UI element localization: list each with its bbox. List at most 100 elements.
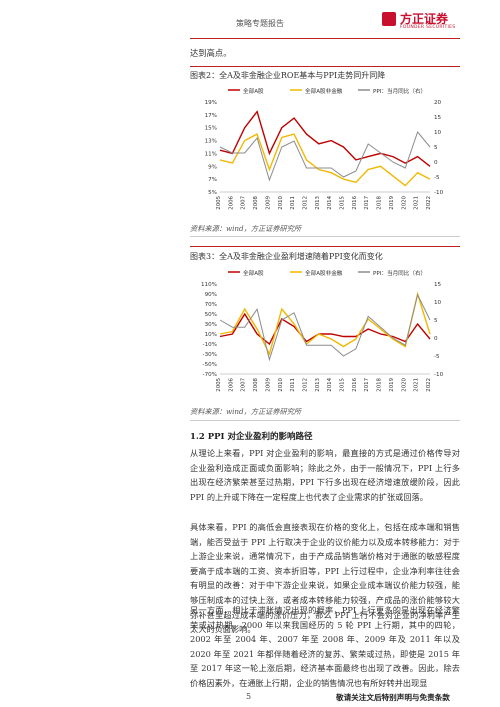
figure3-series-line bbox=[219, 312, 431, 346]
figure2-y-tick-left: 17% bbox=[205, 113, 217, 119]
figure2-x-tick: 2009 bbox=[265, 195, 271, 209]
figure3-series-line bbox=[219, 291, 431, 356]
header-divider bbox=[190, 38, 460, 39]
figure2-y-tick-left: 7% bbox=[208, 177, 217, 183]
figure3-x-tick: 2008 bbox=[253, 377, 259, 391]
figure3-source: 资料来源：wind，方正证券研究所 bbox=[190, 407, 302, 416]
figure3-y-tick-right: -5 bbox=[434, 354, 440, 360]
page-number: 5 bbox=[246, 692, 252, 701]
figure3-x-tick: 2011 bbox=[290, 378, 296, 392]
figure3-x-tick: 2009 bbox=[265, 377, 271, 391]
figure2-y-tick-left: 19% bbox=[205, 100, 217, 106]
figure2-y-tick-right: 0 bbox=[434, 160, 438, 166]
figure2-x-tick: 2017 bbox=[364, 196, 370, 210]
figure3-top-rule bbox=[190, 246, 460, 247]
figure2-series-line bbox=[219, 133, 431, 187]
figure2-x-tick: 2005 bbox=[216, 196, 222, 210]
intro-line: 达到高点。 bbox=[190, 48, 232, 58]
figure2-x-tick: 2006 bbox=[228, 195, 234, 209]
figure2-legend-label: 全部A股非金融 bbox=[305, 87, 343, 95]
figure3-x-tick: 2010 bbox=[278, 377, 284, 391]
figure3-y-tick-left: -10% bbox=[203, 342, 217, 348]
figure2-bottom-rule bbox=[190, 236, 460, 237]
figure3-chart: 全部A股 全部A股非金融 PPI：当月同比（右） 110% 90% 70% 50% 30% 10… bbox=[201, 269, 444, 392]
figure3-x-tick: 2019 bbox=[389, 377, 395, 391]
figure2-x-tick: 2022 bbox=[426, 196, 432, 210]
figure2-y-tick-left: 5% bbox=[208, 190, 217, 196]
brand-logo: 方正证券 FOUNDER SECURITIES bbox=[382, 8, 462, 34]
figure2-x-tick: 2012 bbox=[302, 196, 308, 210]
figure2-y-tick-right: 5 bbox=[434, 145, 438, 151]
figure2-x-tick: 2008 bbox=[253, 195, 259, 209]
figure3-x-tick: 2017 bbox=[364, 378, 370, 392]
figure3-x-tick: 2013 bbox=[315, 378, 321, 392]
figure2-top-rule bbox=[190, 66, 460, 67]
figure2-title: 图表2：全A及非金融企业ROE基本与PPI走势同升同降 bbox=[190, 71, 386, 80]
figure2-y-tick-left: 15% bbox=[205, 126, 217, 132]
figure2-source: 资料来源：wind，方正证券研究所 bbox=[190, 224, 302, 233]
figure3-title: 图表3：全A及非金融企业盈利增速随着PPI变化而变化 bbox=[190, 252, 383, 261]
figure3-y-tick-left: 30% bbox=[205, 322, 217, 328]
logo-subtitle: FOUNDER SECURITIES bbox=[400, 25, 456, 30]
figure2-x-tick: 2013 bbox=[315, 196, 321, 210]
figure2-legend-label: 全部A股 bbox=[243, 87, 264, 95]
figure2-x-tick: 2019 bbox=[389, 195, 395, 209]
figure2-x-tick: 2011 bbox=[290, 196, 296, 210]
paragraph-3: 另一方面，相比于滞胀情况出现的概率，PPI 上行更多的是出现在经济繁荣或过热期。… bbox=[190, 605, 460, 688]
figure3-y-tick-left: 10% bbox=[205, 332, 217, 338]
figure2-y-tick-left: 11% bbox=[205, 151, 217, 157]
figure2-chart: 全部A股 全部A股非金融 PPI：当月同比（右） 19% 17% 15% 13% 11% 9% 7… bbox=[205, 87, 444, 210]
figure3-y-tick-right: 5 bbox=[434, 318, 438, 324]
figure2-y-tick-right: -5 bbox=[434, 175, 440, 181]
figure3-y-tick-left: 70% bbox=[205, 302, 217, 308]
figure3-y-tick-left: 110% bbox=[201, 282, 217, 288]
figure2-x-tick: 2007 bbox=[241, 196, 247, 210]
figure2-x-tick: 2020 bbox=[401, 195, 407, 209]
figure3-x-tick: 2022 bbox=[426, 378, 432, 392]
figure3-y-tick-left: 50% bbox=[205, 312, 217, 318]
figure3-x-tick: 2007 bbox=[241, 378, 247, 392]
figure2-x-tick: 2014 bbox=[327, 195, 333, 209]
figure3-x-tick: 2016 bbox=[352, 377, 358, 391]
figure3-bottom-rule bbox=[190, 420, 460, 421]
figure3-x-tick: 2015 bbox=[340, 378, 346, 392]
section-title: 1.2 PPI 对企业盈利的影响路径 bbox=[190, 432, 313, 442]
figure3-x-tick: 2020 bbox=[401, 377, 407, 391]
figure2-x-tick: 2010 bbox=[278, 195, 284, 209]
figure3-y-tick-left: -50% bbox=[203, 362, 217, 368]
report-header-title: 策略专题报告 bbox=[236, 19, 284, 28]
figure3-legend-label: 全部A股非金融 bbox=[305, 269, 343, 277]
figure3-y-tick-right: -10 bbox=[434, 372, 444, 378]
figure3-x-tick: 2012 bbox=[302, 378, 308, 392]
figure2-legend-label: PPI：当月同比（右） bbox=[373, 87, 426, 95]
paragraph-2: 具体来看，PPI 的高低会直接表现在价格的变化上，包括在成本端和销售端，能否受益… bbox=[190, 522, 460, 635]
figure3-x-tick: 2014 bbox=[327, 377, 333, 391]
figure2-x-tick: 2018 bbox=[377, 195, 383, 209]
figure2-y-tick-left: 13% bbox=[205, 139, 217, 145]
figure3-x-tick: 2018 bbox=[377, 377, 383, 391]
figure2-y-tick-left: 9% bbox=[208, 164, 217, 170]
figure3-y-tick-left: -30% bbox=[203, 352, 217, 358]
figure2-x-tick: 2016 bbox=[352, 195, 358, 209]
figure2-y-tick-right: 15 bbox=[434, 115, 442, 121]
figure3-y-tick-left: 90% bbox=[205, 292, 217, 298]
figure3-legend-label: 全部A股 bbox=[243, 269, 264, 277]
figure2-series-line bbox=[219, 130, 431, 182]
paragraph-1: 从理论上来看，PPI 对企业盈利的影响，最直接的方式是通过价格传导对企业盈利造成… bbox=[190, 448, 460, 502]
figure2-y-tick-right: 20 bbox=[434, 100, 442, 106]
figure3-y-tick-right: 0 bbox=[434, 336, 438, 342]
figure3-x-tick: 2006 bbox=[228, 377, 234, 391]
figure3-series-line bbox=[219, 293, 431, 362]
footer-disclaimer: 敬请关注文后特别声明与免责条款 bbox=[336, 693, 450, 702]
figure2-series-line bbox=[219, 110, 431, 167]
figure2-y-tick-right: 10 bbox=[434, 130, 442, 136]
figure2-x-tick: 2021 bbox=[414, 196, 420, 210]
figure2-y-tick-right: -10 bbox=[434, 190, 444, 196]
figure3-x-tick: 2005 bbox=[216, 378, 222, 392]
logo-mark-icon bbox=[382, 12, 396, 26]
figure3-y-tick-left: -70% bbox=[203, 372, 217, 378]
figure3-x-tick: 2021 bbox=[414, 378, 420, 392]
figure3-y-tick-right: 10 bbox=[434, 300, 442, 306]
logo-name: 方正证券 bbox=[400, 12, 449, 26]
figure3-y-tick-right: 15 bbox=[434, 282, 442, 288]
